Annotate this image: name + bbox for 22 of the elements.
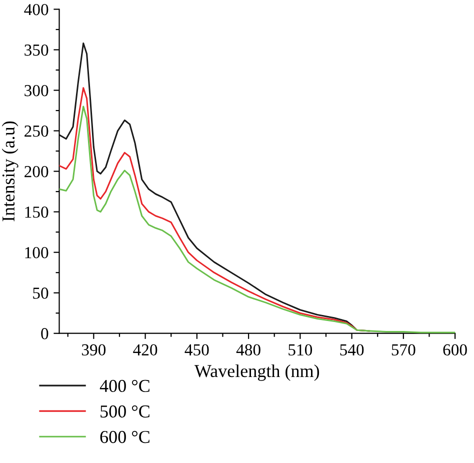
x-tick-label: 540: [340, 344, 364, 356]
x-tick-label: 420: [133, 344, 158, 356]
y-tick-label: 350: [24, 44, 48, 56]
x-axis-title: Wavelength (nm): [194, 364, 320, 381]
x-tick-label: 390: [82, 344, 106, 356]
legend-label: 400 °C: [100, 380, 150, 392]
legend-label: 500 °C: [100, 405, 150, 418]
x-tick-label: 570: [392, 344, 416, 356]
y-tick-label: 300: [24, 84, 48, 96]
legend-label: 600 °C: [100, 430, 150, 444]
y-tick-label: 50: [33, 288, 48, 299]
y-tick-label: 150: [25, 206, 48, 218]
x-tick-label: 450: [184, 344, 209, 356]
x-tick-label: 510: [288, 344, 312, 356]
y-tick-label: 0: [41, 328, 48, 340]
y-tick-label: 400: [24, 4, 48, 16]
y-axis-title: Intensity (a.u): [2, 121, 18, 222]
y-tick-label: 100: [25, 247, 48, 258]
x-tick-label: 600: [443, 344, 467, 356]
y-tick-label: 250: [24, 125, 48, 137]
x-tick-label: 480: [236, 344, 260, 356]
y-tick-label: 200: [24, 166, 48, 178]
